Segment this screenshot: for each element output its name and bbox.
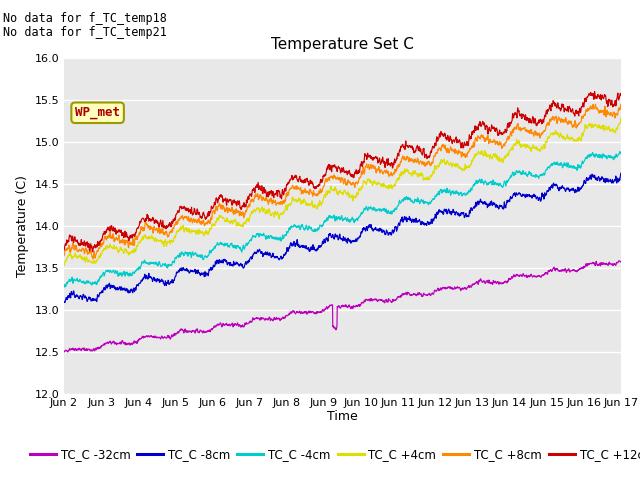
X-axis label: Time: Time bbox=[327, 410, 358, 423]
TC_C +4cm bbox=[601, 128, 609, 133]
Line: TC_C +12cm: TC_C +12cm bbox=[64, 92, 621, 252]
TC_C -32cm bbox=[64, 349, 72, 355]
TC_C +8cm bbox=[89, 256, 97, 262]
TC_C -32cm bbox=[601, 261, 609, 267]
TC_C +8cm bbox=[601, 103, 609, 109]
TC_C +12cm bbox=[499, 132, 506, 137]
TC_C -8cm bbox=[331, 232, 339, 238]
TC_C +8cm bbox=[591, 101, 599, 107]
TC_C -8cm bbox=[499, 206, 506, 212]
Text: No data for f_TC_temp21: No data for f_TC_temp21 bbox=[3, 26, 167, 39]
Line: TC_C +4cm: TC_C +4cm bbox=[64, 118, 621, 266]
TC_C -32cm bbox=[316, 309, 324, 315]
TC_C -8cm bbox=[60, 300, 68, 305]
TC_C -8cm bbox=[89, 298, 97, 303]
TC_C +4cm bbox=[499, 157, 506, 163]
TC_C +12cm bbox=[601, 94, 609, 99]
Legend: TC_C -32cm, TC_C -8cm, TC_C -4cm, TC_C +4cm, TC_C +8cm, TC_C +12cm: TC_C -32cm, TC_C -8cm, TC_C -4cm, TC_C +… bbox=[25, 443, 640, 466]
TC_C -32cm bbox=[601, 261, 609, 267]
TC_C -8cm bbox=[316, 243, 324, 249]
TC_C -8cm bbox=[601, 176, 609, 182]
TC_C +12cm bbox=[316, 180, 324, 185]
Y-axis label: Temperature (C): Temperature (C) bbox=[16, 175, 29, 276]
TC_C -4cm bbox=[60, 285, 68, 290]
TC_C -4cm bbox=[316, 222, 324, 228]
TC_C -32cm bbox=[60, 349, 68, 355]
TC_C -4cm bbox=[601, 154, 609, 159]
TC_C -8cm bbox=[61, 300, 68, 305]
TC_C -4cm bbox=[331, 216, 339, 222]
TC_C +8cm bbox=[316, 186, 324, 192]
Line: TC_C -4cm: TC_C -4cm bbox=[64, 152, 621, 288]
TC_C +8cm bbox=[88, 254, 96, 260]
TC_C +4cm bbox=[60, 263, 68, 269]
TC_C +8cm bbox=[499, 144, 506, 149]
TC_C -4cm bbox=[499, 184, 506, 190]
Line: TC_C -8cm: TC_C -8cm bbox=[64, 173, 621, 302]
TC_C +4cm bbox=[600, 127, 608, 132]
TC_C +12cm bbox=[602, 92, 609, 98]
TC_C +4cm bbox=[331, 185, 339, 191]
TC_C +8cm bbox=[331, 174, 339, 180]
Title: Temperature Set C: Temperature Set C bbox=[271, 37, 414, 52]
TC_C +12cm bbox=[591, 89, 598, 95]
TC_C -32cm bbox=[617, 259, 625, 264]
TC_C +8cm bbox=[60, 252, 68, 258]
TC_C -8cm bbox=[601, 179, 609, 184]
TC_C -32cm bbox=[89, 348, 97, 353]
TC_C +4cm bbox=[88, 260, 96, 265]
TC_C +12cm bbox=[88, 247, 96, 253]
TC_C -8cm bbox=[617, 170, 625, 176]
Text: WP_met: WP_met bbox=[75, 106, 120, 119]
TC_C -32cm bbox=[616, 258, 623, 264]
TC_C +8cm bbox=[617, 102, 625, 108]
Line: TC_C -32cm: TC_C -32cm bbox=[64, 261, 621, 352]
TC_C +12cm bbox=[617, 92, 625, 98]
TC_C +12cm bbox=[60, 247, 68, 253]
TC_C -4cm bbox=[617, 150, 625, 156]
Text: No data for f_TC_temp18: No data for f_TC_temp18 bbox=[3, 12, 167, 25]
Line: TC_C +8cm: TC_C +8cm bbox=[64, 104, 621, 259]
TC_C +4cm bbox=[617, 115, 625, 121]
TC_C +12cm bbox=[331, 163, 339, 169]
TC_C +4cm bbox=[316, 199, 324, 205]
TC_C -4cm bbox=[616, 149, 623, 155]
TC_C -4cm bbox=[88, 280, 96, 286]
TC_C -32cm bbox=[331, 324, 339, 330]
TC_C +8cm bbox=[602, 105, 609, 111]
TC_C +12cm bbox=[89, 249, 97, 254]
TC_C -32cm bbox=[499, 280, 506, 286]
TC_C -4cm bbox=[600, 152, 608, 158]
